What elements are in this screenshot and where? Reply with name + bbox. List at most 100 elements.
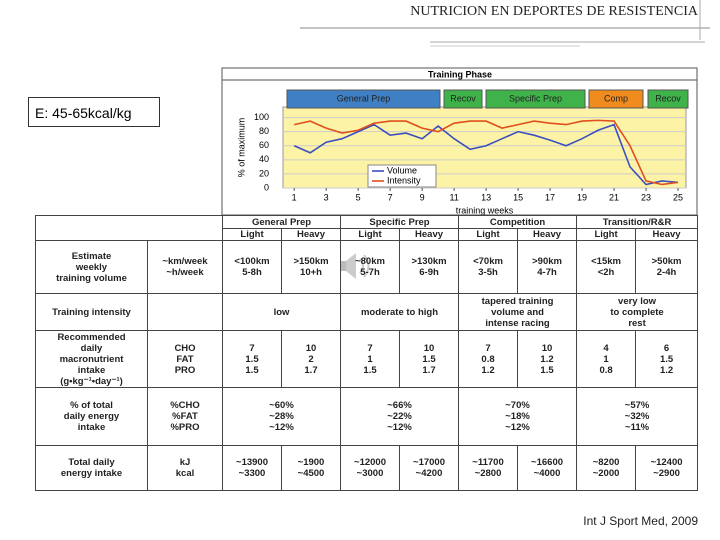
value-cell: ~16600 ~4000 — [517, 445, 578, 491]
cell-line: 1.7 — [422, 364, 436, 376]
cell-line: energy intake — [60, 468, 123, 479]
citation: Int J Sport Med, 2009 — [583, 514, 698, 528]
phase-label: Specific Prep — [509, 93, 562, 103]
cell-line: 1.5 — [245, 353, 259, 365]
energy-box: E: 45-65kcal/kg — [28, 97, 160, 127]
value-cell: 10 1.2 1.5 — [517, 330, 578, 388]
table-row: Total daily energy intake kJ kcal ~13900 ~330… — [35, 445, 699, 491]
cell-line: 5-7h — [360, 267, 380, 278]
nutrition-table: General Prep Specific Prep Competition Tran… — [35, 215, 699, 491]
cell-line: rest — [628, 317, 646, 329]
cell-line: 1 — [367, 353, 373, 365]
cell-line: % of total — [70, 400, 113, 411]
value-cell: ~8200 ~2000 — [576, 445, 637, 491]
unit-cell — [147, 293, 223, 331]
value-cell: <70km 3-5h — [458, 240, 519, 294]
cell-line: (g•kg⁻¹•day⁻¹) — [60, 375, 123, 387]
value-cell: ~12000 ~3000 — [340, 445, 401, 491]
value-cell: ~80km 5-7h — [340, 240, 401, 294]
phase-label: Recov — [450, 93, 476, 103]
cell-line: ~8200 — [592, 457, 620, 468]
cell-line: ~66% — [387, 400, 412, 411]
x-tick-label: 23 — [641, 192, 651, 202]
subheader: Light — [340, 228, 401, 241]
subheader: Light — [576, 228, 637, 241]
cell-line: 2-4h — [656, 267, 677, 278]
cell-line: 10 — [423, 342, 435, 354]
y-tick-label: 60 — [259, 140, 269, 150]
legend-label: Intensity — [387, 175, 421, 185]
phase-bar — [485, 89, 586, 109]
y-tick-label: 100 — [254, 112, 269, 122]
x-tick-label: 3 — [324, 192, 329, 202]
cell-line: 7 — [485, 342, 491, 354]
cell-line: 10 — [305, 342, 317, 354]
x-tick-label: 13 — [481, 192, 491, 202]
cell-line: ~h/week — [166, 267, 204, 278]
x-tick-label: 7 — [388, 192, 393, 202]
cell-line: ~12% — [387, 422, 412, 433]
cell-line: %FAT — [172, 411, 198, 422]
y-tick-label: 0 — [264, 182, 269, 192]
value-cell: 6 1.5 1.2 — [635, 330, 699, 388]
cell-line: ~4200 — [415, 468, 443, 479]
cell-line: macronutrient — [59, 353, 124, 365]
cell-line: ~32% — [624, 411, 650, 422]
cell-line: 1.5 — [422, 353, 436, 365]
cell-line: ~60% — [269, 400, 294, 411]
cell-line: daily energy — [63, 411, 120, 422]
cell-line: ~70% — [505, 400, 530, 411]
cell-line: 1.7 — [304, 364, 318, 376]
cell-line: <70km — [473, 256, 503, 267]
y-tick-label: 40 — [259, 154, 269, 164]
cell-line: >130km — [411, 256, 447, 267]
value-cell: ~66% ~22% ~12% — [340, 387, 460, 446]
value-cell: >130km 6-9h — [399, 240, 460, 294]
cell-line: Estimate — [71, 250, 112, 262]
cell-line: ~12% — [505, 422, 530, 433]
value-cell: ~57% ~32% ~11% — [576, 387, 699, 446]
cell-line: 4-7h — [537, 267, 557, 278]
phase-bar — [286, 89, 441, 109]
x-tick-label: 15 — [513, 192, 523, 202]
cell-line: ~11% — [625, 422, 650, 433]
value-cell: <100km 5-8h — [222, 240, 282, 294]
cell-line: kJ — [179, 457, 191, 468]
value-cell: <15km <2h — [576, 240, 637, 294]
cell-line: ~12% — [269, 422, 294, 433]
cell-line: very low — [618, 295, 657, 307]
group-header: General Prep — [221, 215, 342, 229]
value-cell: moderate to high — [340, 293, 460, 331]
phase-label: Recov — [655, 93, 681, 103]
table-row: Recommended daily macronutrient intake (g•kg… — [35, 330, 699, 388]
x-tick-label: 5 — [356, 192, 361, 202]
cell-line: tapered training — [481, 295, 554, 307]
cell-line: weekly — [75, 261, 108, 273]
x-tick-label: 1 — [292, 192, 297, 202]
subheader-row: Light Heavy Light Heavy Light Heavy Light Heavy — [36, 228, 699, 241]
value-cell: 7 1.5 1.5 — [222, 330, 282, 388]
x-tick-label: 11 — [449, 192, 458, 202]
cell-line: ~4000 — [533, 468, 561, 479]
row-label: Total daily energy intake — [35, 445, 148, 491]
cell-line: ~1900 — [297, 457, 325, 468]
cell-line: 10+h — [300, 267, 322, 278]
cell-line: ~57% — [624, 400, 650, 411]
x-tick-label: 17 — [545, 192, 555, 202]
cell-line: 1.2 — [540, 353, 554, 365]
value-cell: >50km 2-4h — [635, 240, 699, 294]
cell-line: 1.5 — [659, 353, 674, 365]
row-label: Estimate weekly training volume — [35, 240, 148, 294]
cell-line: 1.5 — [245, 364, 259, 376]
phase-bar — [443, 89, 483, 109]
row-label: % of total daily energy intake — [35, 387, 148, 446]
value-cell: low — [221, 293, 342, 331]
cell-line: <15km — [591, 256, 621, 267]
cell-line: ~22% — [387, 411, 412, 422]
group-header: Competition — [458, 215, 578, 229]
cell-line: ~18% — [505, 411, 530, 422]
value-cell: ~1900 ~4500 — [280, 445, 342, 491]
table-row: % of total daily energy intake %CHO %FAT %PRO… — [35, 387, 699, 446]
plot-area — [282, 106, 687, 189]
